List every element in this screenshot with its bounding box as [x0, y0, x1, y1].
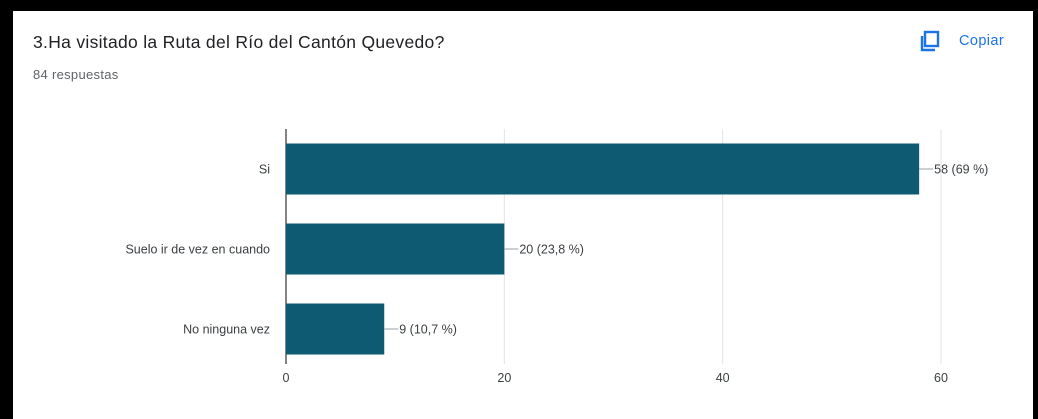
question-title: 3.Ha visitado la Ruta del Río del Cantón… — [33, 32, 445, 52]
bar — [286, 143, 920, 195]
x-tick-label: 40 — [716, 371, 730, 385]
question-card: 3.Ha visitado la Ruta del Río del Cantón… — [13, 11, 1033, 419]
data-label: 58 (69 %) — [934, 163, 988, 177]
bar — [286, 303, 385, 355]
data-label: 20 (23,8 %) — [519, 243, 584, 257]
x-tick-label: 60 — [934, 371, 948, 385]
copy-button[interactable]: Copiar — [919, 28, 1004, 54]
bar-chart: 0 20 40 60 Si 58 (69 %) Suelo ir de vez en cua… — [125, 129, 988, 385]
x-tick-label: 20 — [497, 371, 511, 385]
category-label: Si — [259, 163, 270, 177]
category-label: No ninguna vez — [183, 323, 270, 337]
copy-icon — [919, 30, 941, 52]
copy-label: Copiar — [959, 33, 1005, 49]
bar — [286, 223, 505, 275]
category-label: Suelo ir de vez en cuando — [125, 243, 270, 257]
response-count: 84 respuestas — [33, 67, 119, 82]
x-tick-label: 0 — [283, 371, 290, 385]
data-label: 9 (10,7 %) — [399, 323, 457, 337]
